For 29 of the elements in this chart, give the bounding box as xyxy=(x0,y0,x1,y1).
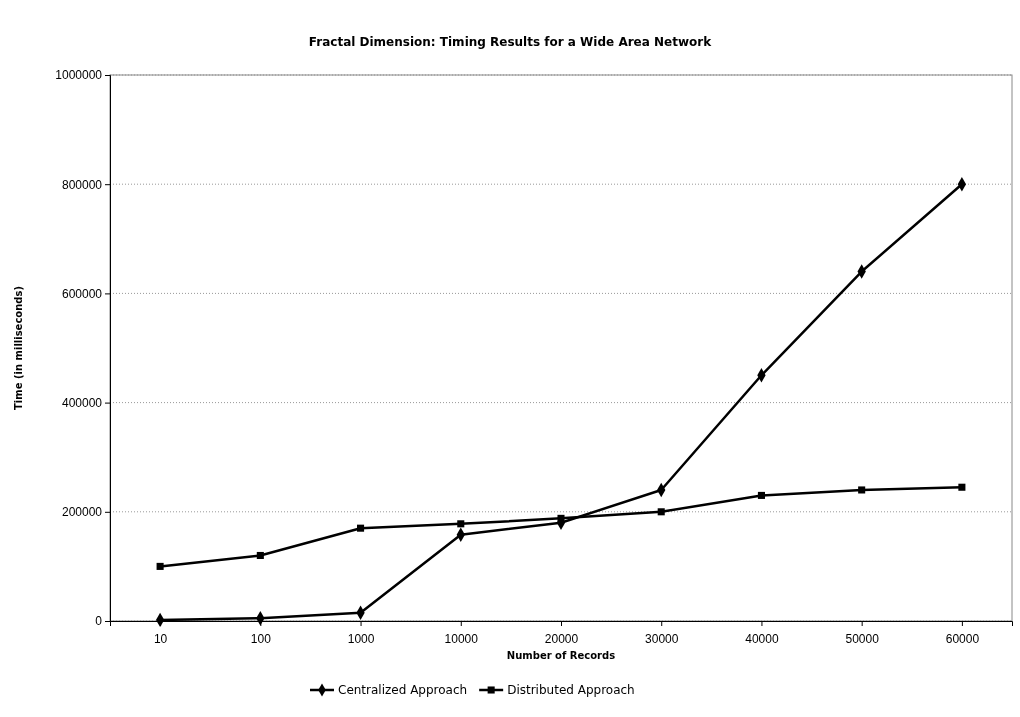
x-tick-label: 20000 xyxy=(544,631,579,646)
point xyxy=(958,483,966,491)
y-tick-label: 0 xyxy=(95,614,103,629)
x-axis-title: Number of Records xyxy=(506,650,616,661)
point xyxy=(858,486,866,494)
point xyxy=(156,562,164,570)
legend-label: Centralized Approach xyxy=(338,683,468,697)
x-tick-label: 60000 xyxy=(945,631,980,646)
y-tick-label: 400000 xyxy=(61,395,103,410)
legend-label: Distributed Approach xyxy=(507,683,635,697)
y-tick-label: 800000 xyxy=(61,177,103,192)
point xyxy=(256,551,264,560)
chart-title: Fractal Dimension: Timing Results for a Wide Area Network xyxy=(308,35,713,49)
point xyxy=(357,524,365,532)
point xyxy=(557,514,565,522)
x-tick-label: 1000 xyxy=(347,631,375,646)
point xyxy=(457,520,465,528)
x-tick-label: 40000 xyxy=(745,631,779,646)
x-tick-label: 10 xyxy=(153,631,168,646)
y-tick-label: 200000 xyxy=(61,505,103,520)
y-axis-title: Time (in milliseconds) xyxy=(13,286,24,410)
x-tick-label: 30000 xyxy=(645,631,679,646)
point xyxy=(757,491,765,499)
x-tick-label: 100 xyxy=(250,631,272,646)
x-tick-label: 50000 xyxy=(845,631,880,646)
y-tick-label: 1000000 xyxy=(55,68,103,83)
y-tick-label: 600000 xyxy=(61,286,103,301)
point xyxy=(657,508,665,516)
x-tick-label: 10000 xyxy=(444,631,479,646)
